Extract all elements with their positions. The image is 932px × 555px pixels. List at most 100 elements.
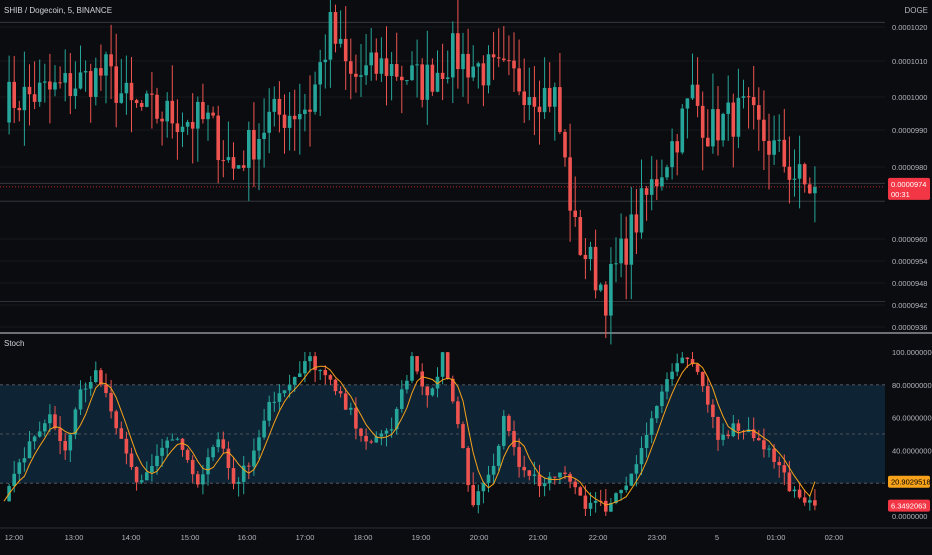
candle-body bbox=[139, 103, 144, 107]
x-tick-label: 12:00 bbox=[5, 533, 24, 542]
stoch-k-bar bbox=[343, 393, 348, 410]
symbol-title[interactable]: SHIB / Dogecoin, 5, BINANCE bbox=[4, 6, 113, 15]
stoch-k-bar bbox=[379, 433, 384, 437]
candle-body bbox=[655, 179, 659, 187]
stoch-k-bar bbox=[609, 502, 613, 512]
candle-body bbox=[629, 214, 634, 265]
x-tick-label: 20:00 bbox=[470, 533, 489, 542]
candle-body bbox=[435, 72, 440, 92]
stoch-k-bar bbox=[507, 415, 511, 432]
stoch-k-bar bbox=[430, 388, 435, 396]
stoch-k-bar bbox=[486, 474, 491, 483]
candle-body bbox=[802, 164, 807, 185]
stoch-k-bar bbox=[73, 409, 78, 435]
stoch-k-bar bbox=[456, 401, 460, 425]
price-tick-label: 0.0000936 bbox=[892, 323, 927, 332]
stoch-k-bar bbox=[221, 439, 226, 449]
stoch-k-bar bbox=[583, 495, 588, 509]
x-tick-label: 15:00 bbox=[181, 533, 200, 542]
stoch-k-bar bbox=[527, 470, 532, 476]
stoch-k-bar bbox=[400, 389, 404, 409]
candle-body bbox=[440, 72, 445, 79]
candle-body bbox=[706, 137, 710, 147]
price-tick-label: 0.0001010 bbox=[892, 57, 927, 66]
stoch-k-bar bbox=[231, 468, 236, 484]
stoch-k-bar bbox=[670, 371, 674, 380]
candle-body bbox=[104, 54, 108, 76]
candle-body bbox=[68, 73, 73, 96]
candle-body bbox=[58, 82, 62, 84]
stoch-k-bar bbox=[700, 371, 705, 387]
candle-body bbox=[553, 87, 557, 107]
stoch-k-bar bbox=[369, 441, 373, 443]
stoch-k-bar bbox=[394, 408, 399, 430]
candle-body bbox=[700, 105, 705, 138]
x-tick-label: 5 bbox=[715, 533, 719, 542]
stoch-k-bar bbox=[241, 465, 246, 482]
candle-body bbox=[808, 184, 812, 194]
price-tick-label: 0.0000942 bbox=[892, 301, 927, 310]
candle-body bbox=[226, 157, 231, 161]
stoch-k-bar bbox=[129, 453, 134, 468]
candle-body bbox=[726, 102, 730, 114]
stoch-tick-label: 60.0000000 bbox=[892, 414, 932, 423]
candle-body bbox=[721, 113, 725, 141]
stoch-k-bar bbox=[134, 467, 139, 483]
candle-body bbox=[308, 109, 312, 112]
candle-body bbox=[430, 64, 435, 92]
candle-body bbox=[486, 54, 491, 86]
stoch-k-bar bbox=[787, 472, 792, 492]
stoch-k-bar bbox=[420, 371, 424, 387]
stoch-k-bar bbox=[338, 391, 343, 394]
stoch-k-bar bbox=[211, 447, 215, 458]
stoch-k-bar bbox=[675, 363, 679, 372]
indicator-title[interactable]: Stoch bbox=[4, 339, 25, 348]
candle-body bbox=[343, 38, 348, 62]
candle-body bbox=[99, 68, 103, 76]
stoch-k-bar bbox=[445, 352, 450, 379]
quote-currency-label: DOGE bbox=[904, 6, 928, 15]
candle-body bbox=[660, 177, 664, 187]
candle-body bbox=[323, 59, 328, 63]
stoch-k-bar bbox=[440, 352, 445, 377]
stoch-k-bar bbox=[629, 473, 634, 486]
candle-body bbox=[609, 263, 613, 316]
stoch-k-bar bbox=[425, 386, 430, 396]
stoch-k-bar bbox=[808, 500, 812, 503]
stoch-k-bar bbox=[17, 462, 22, 474]
candle-body bbox=[134, 100, 139, 104]
stoch-k-bar bbox=[99, 370, 103, 385]
stoch-k-bar bbox=[593, 500, 598, 503]
stoch-k-bar bbox=[665, 379, 669, 392]
candle-body bbox=[63, 73, 67, 83]
stoch-k-bar bbox=[252, 450, 256, 467]
candle-body bbox=[502, 58, 506, 61]
x-tick-label: 14:00 bbox=[122, 533, 141, 542]
stoch-k-bar bbox=[12, 473, 16, 487]
stoch-k-bar bbox=[502, 415, 506, 446]
stoch-k-bar bbox=[558, 472, 562, 478]
stoch-k-bar bbox=[695, 364, 700, 372]
stoch-k-bar bbox=[762, 440, 766, 450]
candle-body bbox=[211, 112, 215, 116]
candle-body bbox=[573, 210, 577, 217]
stoch-k-bar bbox=[160, 447, 164, 456]
candle-body bbox=[185, 121, 190, 127]
stoch-k-bar bbox=[180, 438, 185, 450]
candle-body bbox=[711, 109, 715, 147]
x-tick-label: 02:00 bbox=[825, 533, 844, 542]
stoch-k-bar bbox=[267, 402, 271, 421]
stoch-k-bar bbox=[78, 389, 83, 410]
stoch-k-bar bbox=[757, 438, 761, 441]
stoch-k-bar bbox=[216, 439, 220, 448]
candle-body bbox=[129, 82, 134, 101]
candle-body bbox=[124, 82, 129, 94]
candle-body bbox=[359, 75, 363, 77]
stoch-tick-label: 100.0000000 bbox=[892, 348, 932, 357]
stoch-k-bar bbox=[772, 448, 776, 462]
candle-body bbox=[338, 38, 343, 44]
stoch-k-bar bbox=[491, 465, 496, 475]
candle-body bbox=[731, 102, 736, 137]
